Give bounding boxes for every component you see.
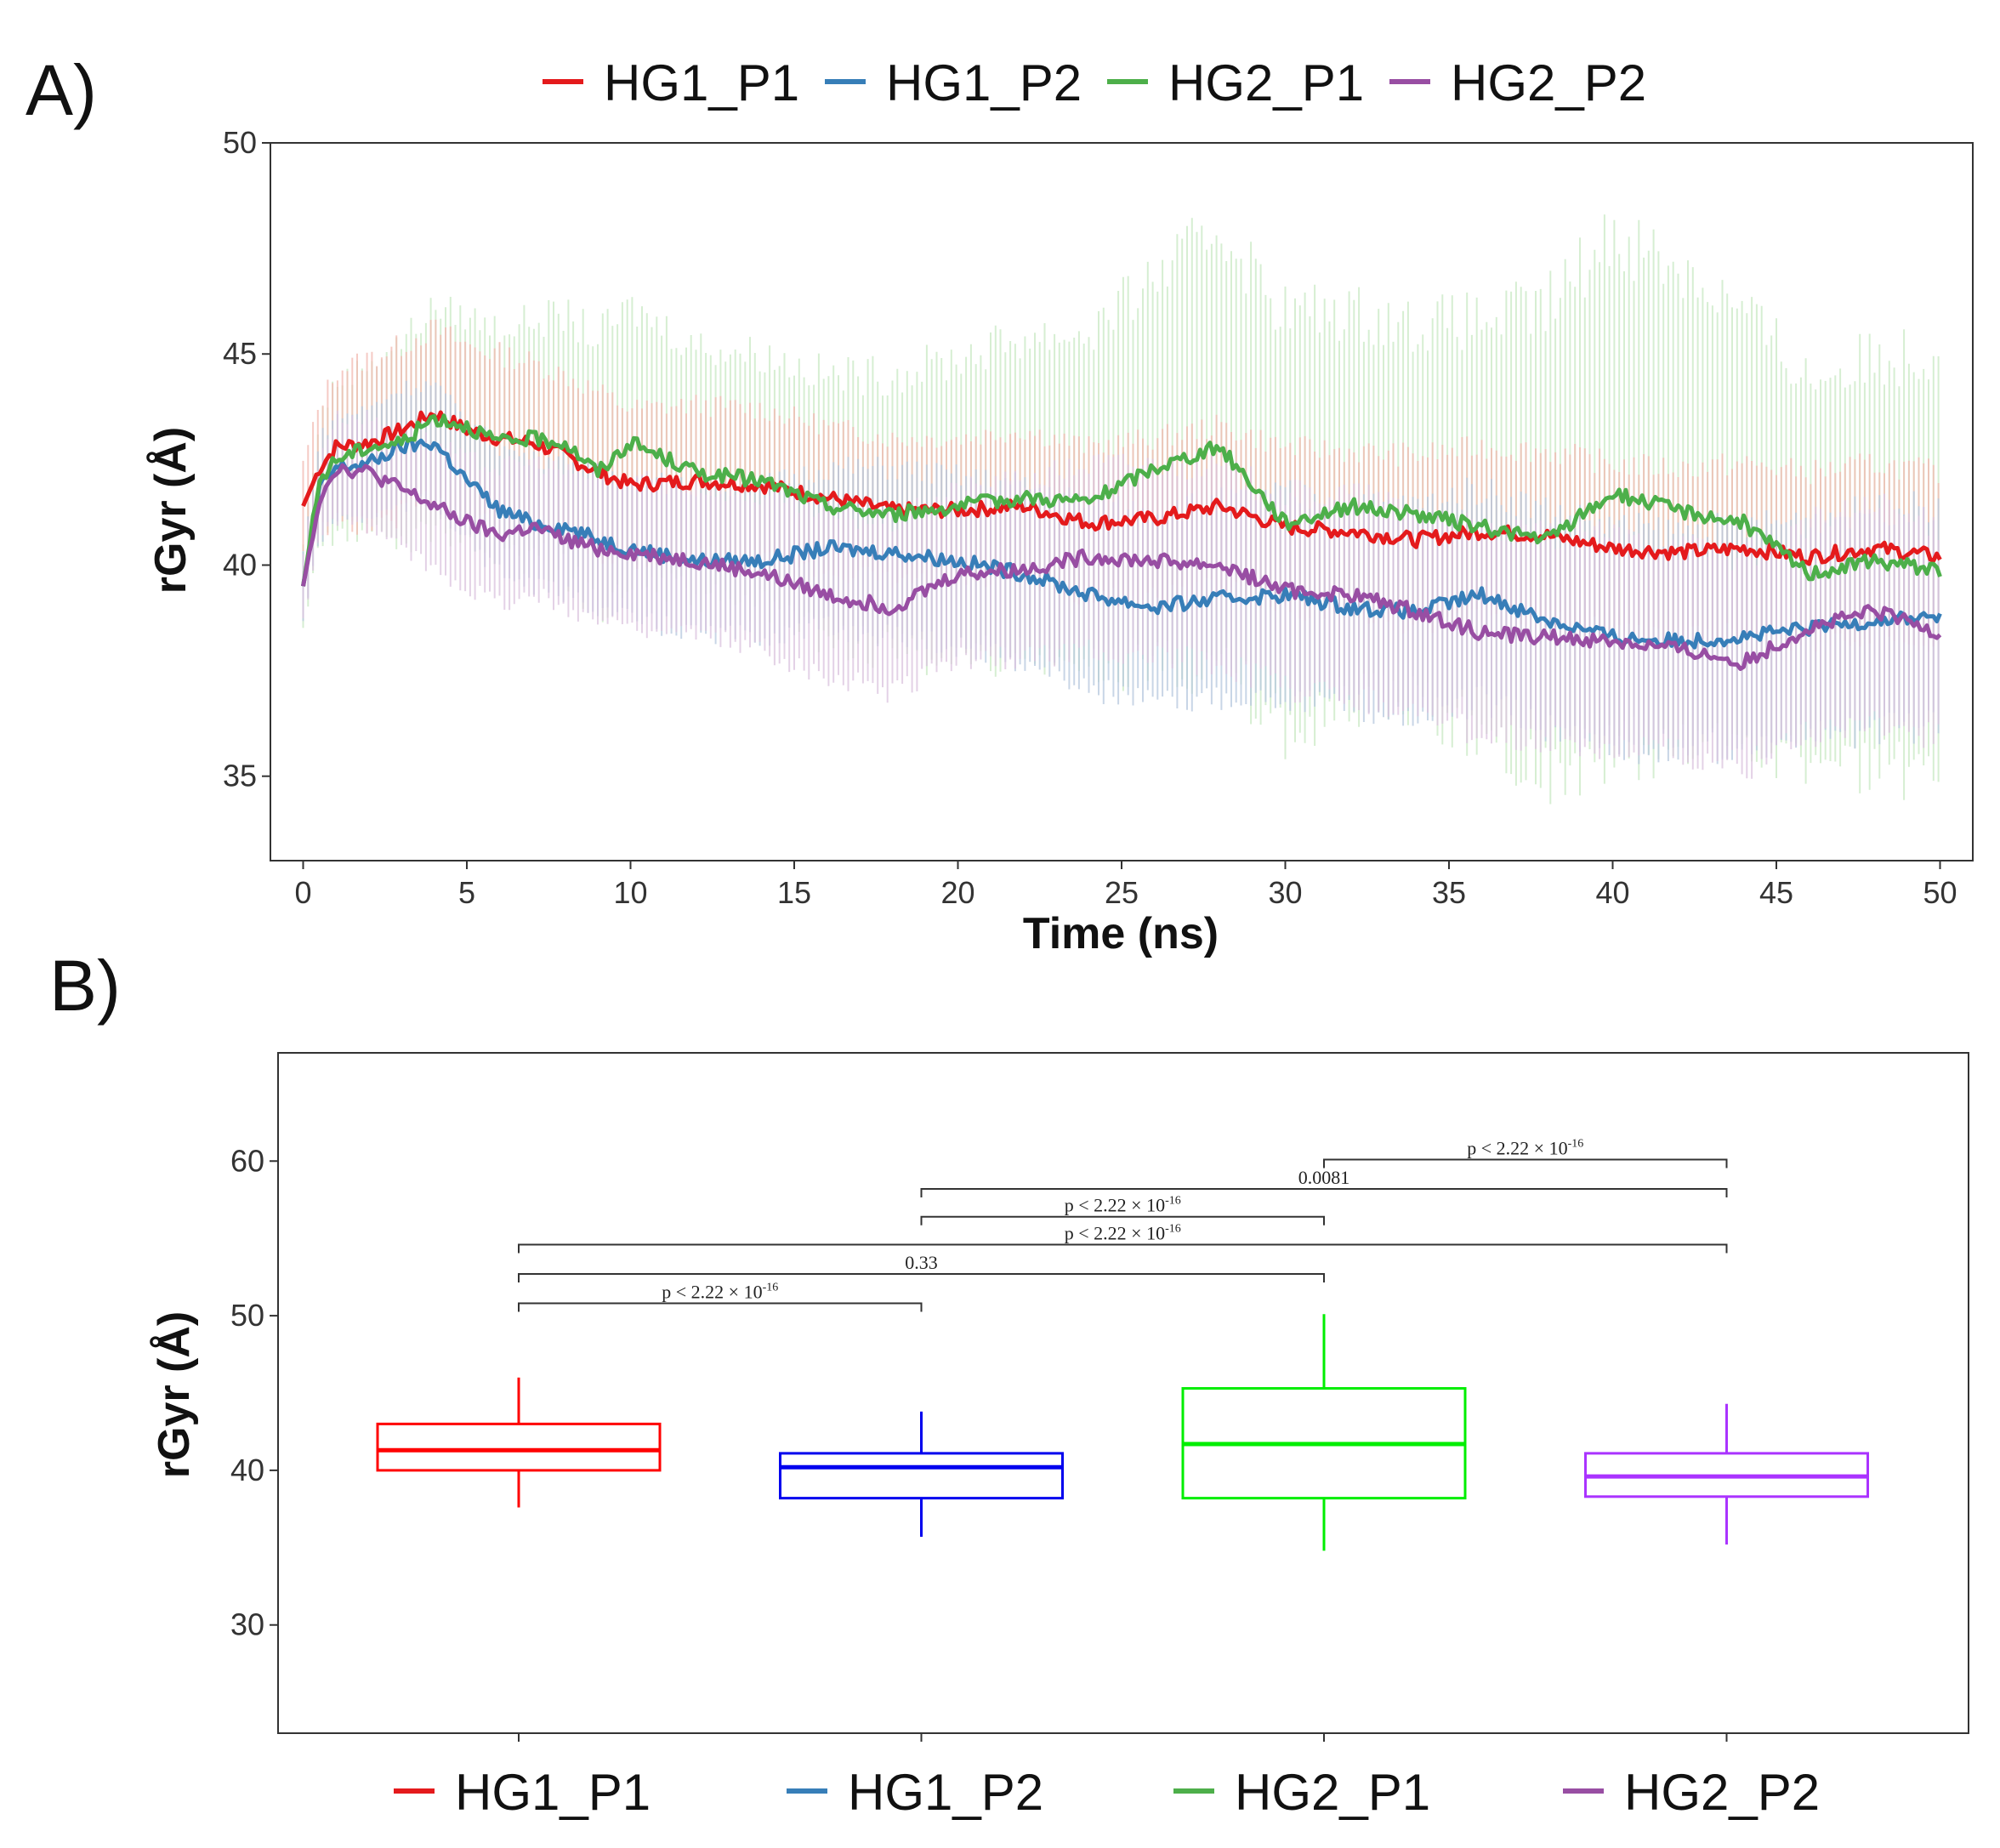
comparison-4: 0.0081 bbox=[920, 1167, 1728, 1197]
comparison-bracket bbox=[518, 1302, 923, 1312]
legend-label-hg2-p1: HG2_P1 bbox=[1235, 1764, 1430, 1821]
box-iqr bbox=[376, 1422, 662, 1472]
axes-a: 0 5 10 15 20 25 30 35 40 45 50 35 40 45 50 bbox=[223, 125, 1957, 910]
y-tick-label-b: 40 bbox=[230, 1453, 264, 1487]
comparison-5: p < 2.22 × 10-16 bbox=[1323, 1137, 1728, 1169]
legend-label-hg1-p2: HG1_P2 bbox=[848, 1764, 1043, 1821]
comparison-label: p < 2.22 × 10-16 bbox=[1467, 1137, 1583, 1158]
comparison-bracket bbox=[518, 1273, 1325, 1282]
y-tick-label-a: 35 bbox=[223, 759, 257, 793]
comparison-3: p < 2.22 × 10-16 bbox=[920, 1195, 1325, 1225]
comparison-2: p < 2.22 × 10-16 bbox=[518, 1222, 1728, 1254]
y-tick-label-b: 50 bbox=[230, 1298, 264, 1333]
legend-b: HG1_P1 HG1_P2 HG2_P1 HG2_P2 bbox=[394, 1764, 1820, 1821]
x-tick-label-a: 15 bbox=[777, 875, 811, 910]
comparison-label: 0.33 bbox=[905, 1252, 938, 1273]
box-hg2-p2 bbox=[1584, 1403, 1869, 1545]
comparison-exponent: -16 bbox=[763, 1282, 779, 1294]
panel-a-label: A) bbox=[26, 50, 97, 130]
comparisons-b: p < 2.22 × 10-16 0.33 p < 2.22 × 10-16 p < … bbox=[518, 1137, 1728, 1312]
x-tick-label-a: 5 bbox=[458, 875, 475, 910]
comparison-1: 0.33 bbox=[518, 1252, 1325, 1282]
comparison-bracket bbox=[920, 1188, 1728, 1197]
line-hg2-p2 bbox=[301, 463, 1942, 671]
line-hg2-p1 bbox=[301, 413, 1942, 587]
x-tick-label-a: 40 bbox=[1595, 875, 1629, 910]
y-axis-title-b: rGyr (Å) bbox=[150, 1311, 199, 1478]
legend-label-hg2-p2: HG2_P2 bbox=[1451, 54, 1646, 111]
comparison-label: 0.0081 bbox=[1298, 1167, 1350, 1188]
comparison-label: p < 2.22 × 10-16 bbox=[1065, 1195, 1181, 1216]
comparison-bracket bbox=[1323, 1158, 1728, 1169]
comparison-label: p < 2.22 × 10-16 bbox=[1065, 1222, 1181, 1243]
y-tick-label-a: 40 bbox=[223, 547, 257, 582]
line-hg1-p1 bbox=[301, 410, 1942, 566]
comparison-bracket bbox=[920, 1215, 1325, 1225]
y-tick-label-b: 30 bbox=[230, 1607, 264, 1642]
x-axis-title-a: Time (ns) bbox=[1023, 909, 1219, 958]
legend-label-hg1-p1: HG1_P1 bbox=[604, 54, 799, 111]
legend-a: HG1_P1 HG1_P2 HG2_P1 HG2_P2 bbox=[543, 54, 1646, 111]
box-hg1-p2 bbox=[779, 1411, 1064, 1538]
legend-label-hg1-p2: HG1_P2 bbox=[886, 54, 1082, 111]
panel-b: B) p < 2.22 × 10-160.33p < 2.22 × 10-16p… bbox=[49, 946, 1969, 1821]
x-tick-label-a: 30 bbox=[1268, 875, 1302, 910]
y-tick-label-b: 60 bbox=[230, 1143, 264, 1178]
comparison-exponent: -16 bbox=[1165, 1195, 1181, 1208]
y-axis-title-a: rGyr (Å) bbox=[146, 427, 196, 594]
lines-a bbox=[301, 410, 1942, 671]
box-hg1-p1 bbox=[376, 1377, 662, 1508]
box-hg2-p1 bbox=[1181, 1314, 1467, 1551]
legend-label-hg2-p1: HG2_P1 bbox=[1168, 54, 1364, 111]
x-tick-label-a: 20 bbox=[940, 875, 974, 910]
x-tick-label-a: 25 bbox=[1105, 875, 1139, 910]
comparison-bracket bbox=[518, 1243, 1728, 1254]
y-tick-label-a: 50 bbox=[223, 125, 257, 160]
y-tick-label-a: 45 bbox=[223, 336, 257, 371]
x-tick-label-a: 10 bbox=[613, 875, 647, 910]
boxes-b bbox=[376, 1314, 1869, 1551]
panel-a: A) HG1_P1 HG1_P2 HG2_P1 HG2_P2 0 5 10 15 20 25 30… bbox=[26, 50, 1974, 958]
comparison-0: p < 2.22 × 10-16 bbox=[518, 1282, 923, 1312]
box-iqr bbox=[779, 1452, 1064, 1500]
line-hg1-p2 bbox=[301, 436, 1942, 650]
legend-label-hg2-p2: HG2_P2 bbox=[1624, 1764, 1820, 1821]
comparison-exponent: -16 bbox=[1165, 1222, 1181, 1235]
legend-label-hg1-p1: HG1_P1 bbox=[455, 1764, 651, 1821]
axes-b: 30 40 50 60 bbox=[230, 1143, 1728, 1742]
x-tick-label-a: 35 bbox=[1432, 875, 1466, 910]
x-tick-label-a: 50 bbox=[1923, 875, 1957, 910]
plot-area-b bbox=[277, 1052, 1969, 1734]
comparison-exponent: -16 bbox=[1568, 1137, 1584, 1150]
panel-b-label: B) bbox=[49, 946, 121, 1026]
x-tick-label-a: 0 bbox=[294, 875, 311, 910]
x-tick-label-a: 45 bbox=[1759, 875, 1793, 910]
comparison-label: p < 2.22 × 10-16 bbox=[662, 1282, 778, 1303]
